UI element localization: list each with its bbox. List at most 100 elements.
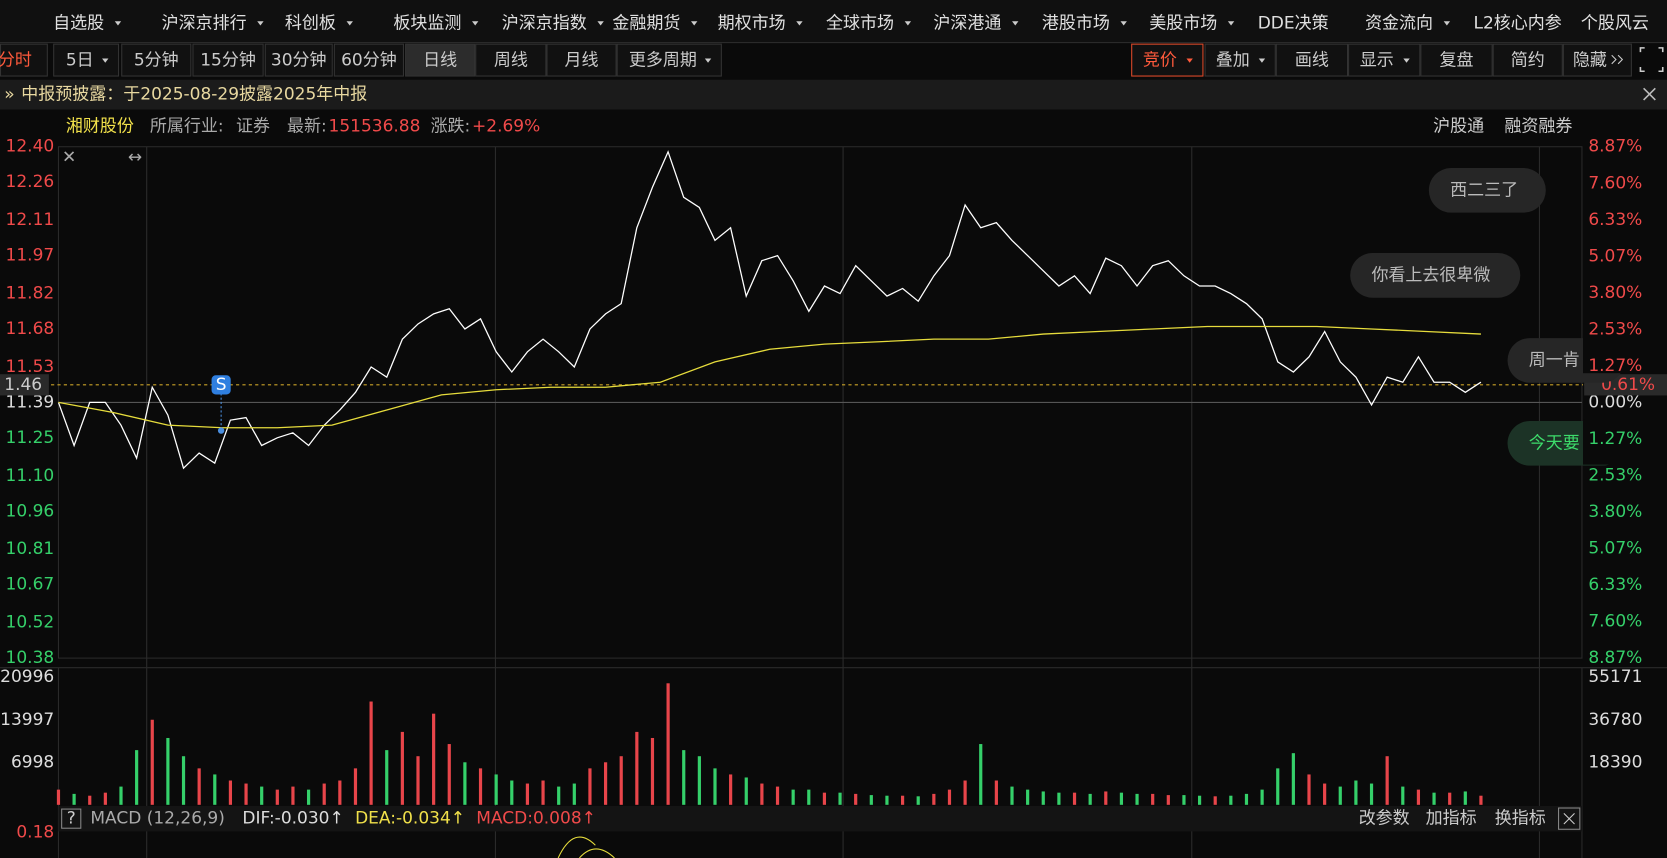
period-button[interactable] xyxy=(121,43,192,77)
y-tick-label: 11.10 xyxy=(6,466,55,486)
period-button[interactable] xyxy=(53,43,120,77)
tool-label[interactable]: 简约 xyxy=(1511,51,1545,71)
period-button[interactable] xyxy=(405,43,476,77)
dropdown-arrow xyxy=(257,21,264,26)
volume-bar xyxy=(72,793,76,805)
tool-label[interactable]: 显示 xyxy=(1360,51,1394,71)
nav-item[interactable]: 沪深京指数 xyxy=(502,13,587,33)
nav-item[interactable]: L2核心内参 xyxy=(1474,13,1562,33)
close-icon[interactable]: ✕ xyxy=(62,147,76,167)
period-button[interactable] xyxy=(0,43,48,77)
stock-latest-label: 最新: xyxy=(287,117,327,137)
y-tick-label: 12.40 xyxy=(6,137,55,157)
period-button[interactable] xyxy=(546,43,617,77)
signal-label: S xyxy=(216,375,227,395)
tool-label[interactable]: 复盘 xyxy=(1439,51,1473,71)
tool-label[interactable]: 竞价 xyxy=(1143,51,1177,71)
quick-link[interactable]: 沪股通 xyxy=(1433,117,1484,137)
nav-item[interactable]: 板块监测 xyxy=(393,13,461,33)
nav-item[interactable]: 资金流向 xyxy=(1365,13,1433,33)
notice-bar xyxy=(0,79,1667,110)
stock-change: +2.69% xyxy=(472,117,540,137)
volume-bar xyxy=(1088,793,1092,805)
nav-item[interactable]: 沪深京排行 xyxy=(162,13,247,33)
fullscreen-icon[interactable] xyxy=(1639,47,1664,73)
y2-tick-label: 2.53% xyxy=(1588,319,1642,339)
volume-bar xyxy=(1057,792,1061,805)
period-button[interactable] xyxy=(616,43,722,77)
macd-curve xyxy=(557,836,615,858)
tool-label[interactable]: 隐藏 xyxy=(1573,51,1607,71)
volume-bar xyxy=(353,768,358,805)
macd-action[interactable]: 换指标 xyxy=(1495,809,1546,829)
nav-item[interactable]: 个股风云 xyxy=(1581,13,1649,33)
y-tick-label: 10.38 xyxy=(6,648,55,668)
tool-label[interactable]: 画线 xyxy=(1295,51,1329,71)
nav-item[interactable]: 全球市场 xyxy=(826,13,894,33)
period-label[interactable]: 5日 xyxy=(66,51,94,71)
macd-dif: DIF:-0.030↑ xyxy=(242,809,343,829)
period-button[interactable] xyxy=(264,43,333,77)
period-label[interactable]: 月线 xyxy=(565,51,599,71)
volume-bar xyxy=(213,774,217,805)
volume-bar xyxy=(478,768,483,805)
period-label[interactable]: 更多周期 xyxy=(629,51,697,71)
period-button[interactable] xyxy=(333,43,404,77)
nav-item[interactable]: 科创板 xyxy=(285,13,336,33)
y2-tick-label: 1.27% xyxy=(1588,356,1642,376)
dropdown-arrow xyxy=(904,21,912,26)
current-left-box xyxy=(0,374,49,396)
volume-bar xyxy=(463,762,467,805)
y-tick-label: 11.97 xyxy=(6,246,55,266)
period-label[interactable]: 30分钟 xyxy=(271,51,327,71)
dropdown-arrow xyxy=(1443,21,1451,26)
volume-bar xyxy=(1385,756,1389,805)
volume-bar xyxy=(1197,795,1202,805)
volume-bar xyxy=(1307,774,1311,805)
volume-bar xyxy=(979,744,983,805)
quick-link[interactable]: 融资融券 xyxy=(1504,117,1572,137)
period-label[interactable]: 周线 xyxy=(494,51,528,71)
tool-button[interactable] xyxy=(1420,43,1493,77)
period-button[interactable] xyxy=(475,43,547,77)
help-box[interactable] xyxy=(61,808,82,829)
tool-label[interactable]: 叠加 xyxy=(1216,51,1250,71)
nav-item[interactable]: 金融期货 xyxy=(612,13,680,33)
close-notice[interactable] xyxy=(1643,87,1656,101)
tool-button[interactable] xyxy=(1562,43,1632,77)
tool-button[interactable] xyxy=(1275,43,1349,77)
macd-action[interactable]: 改参数 xyxy=(1359,809,1410,829)
move-icon[interactable]: ↔ xyxy=(128,147,142,167)
volume-bar xyxy=(932,793,936,805)
volume-bar xyxy=(1166,795,1170,805)
period-label[interactable]: 5分钟 xyxy=(134,51,179,71)
nav-item[interactable]: 期权市场 xyxy=(718,13,786,33)
y-tick-label: 10.52 xyxy=(6,613,55,633)
volume-bar xyxy=(275,789,279,805)
tool-button[interactable] xyxy=(1492,43,1563,77)
nav-item[interactable]: DDE决策 xyxy=(1258,13,1329,33)
nav-item[interactable]: 美股市场 xyxy=(1149,13,1217,33)
y2-tick-label: 2.53% xyxy=(1588,465,1642,485)
signal-badge[interactable] xyxy=(211,375,231,395)
dropdown-arrow xyxy=(690,21,698,26)
nav-item[interactable]: 沪深港通 xyxy=(933,13,1001,33)
macd-close xyxy=(1563,812,1575,825)
volume-bar xyxy=(1182,795,1186,805)
dropdown-arrow xyxy=(1403,58,1410,63)
nav-item[interactable]: 自选股 xyxy=(53,13,104,33)
y2-tick-label: 7.60% xyxy=(1588,173,1642,193)
macd-action[interactable]: 加指标 xyxy=(1426,809,1477,829)
volume-bar xyxy=(338,780,342,805)
volume-bar xyxy=(557,786,561,805)
nav-item[interactable]: 港股市场 xyxy=(1042,13,1110,33)
danmaku-text: 今天要 xyxy=(1529,433,1580,453)
volume-bar xyxy=(1276,768,1280,805)
period-label[interactable]: 60分钟 xyxy=(341,51,397,71)
period-label[interactable]: 15分钟 xyxy=(200,51,256,71)
macd-close-box[interactable] xyxy=(1558,807,1581,830)
period-label[interactable]: 日线 xyxy=(423,51,457,71)
period-button[interactable] xyxy=(192,43,264,77)
period-label[interactable]: 分时 xyxy=(0,51,32,71)
dropdown-arrow xyxy=(114,21,122,26)
